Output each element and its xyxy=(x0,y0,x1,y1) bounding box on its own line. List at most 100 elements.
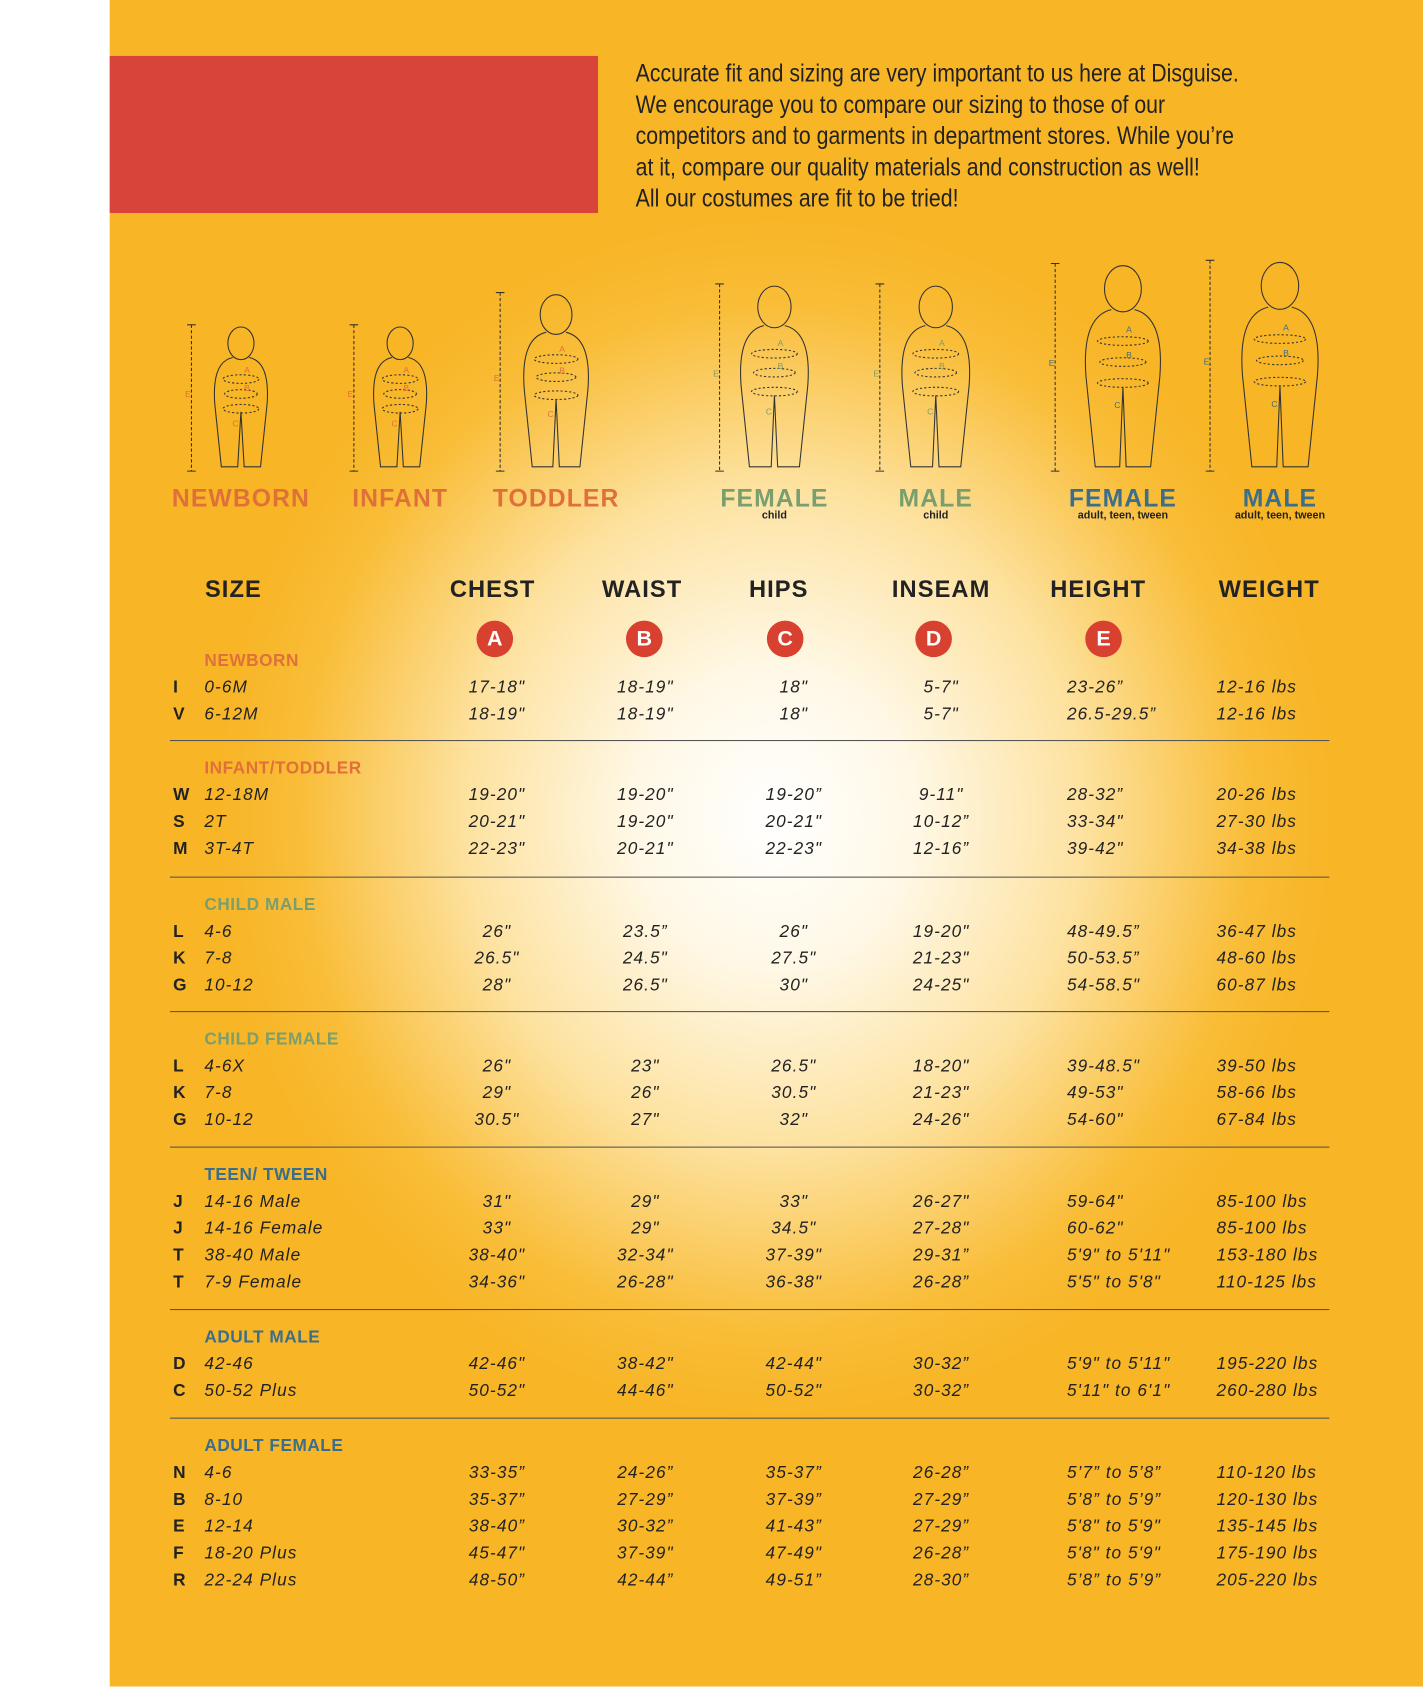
size-name: 7-8 xyxy=(204,1084,233,1103)
column-header-weight: WEIGHT xyxy=(1218,575,1320,603)
inseam-value: 5-7" xyxy=(923,678,959,697)
size-code: G xyxy=(173,976,188,995)
body-outline-icon: E A B C xyxy=(347,324,428,472)
inseam-value: 21-23" xyxy=(912,949,970,969)
height-value: 5'11" to 6'1" xyxy=(1066,1382,1171,1401)
hips-value: 50-52" xyxy=(765,1382,823,1401)
size-name: 4-6 xyxy=(204,1463,233,1483)
svg-text:A: A xyxy=(244,365,250,375)
hips-value: 41-43” xyxy=(765,1517,822,1536)
section-title: ADULT MALE xyxy=(204,1328,321,1347)
waist-value: 26-28" xyxy=(617,1273,674,1292)
weight-value: 48-60 lbs xyxy=(1216,949,1297,969)
inseam-value: 12-16” xyxy=(913,840,970,859)
section-divider xyxy=(169,1417,1330,1419)
size-name: 14-16 Female xyxy=(204,1219,324,1239)
svg-text:C: C xyxy=(392,419,398,429)
waist-value: 23" xyxy=(631,1057,660,1076)
waist-value: 18-19" xyxy=(617,678,674,697)
hips-value: 47-49" xyxy=(765,1544,823,1563)
weight-value: 85-100 lbs xyxy=(1216,1219,1308,1239)
height-value: 5'8" to 5'9" xyxy=(1066,1517,1161,1536)
weight-value: 36-47 lbs xyxy=(1216,922,1297,942)
chest-value: 19-20" xyxy=(468,786,526,805)
size-code: G xyxy=(173,1111,188,1130)
svg-text:B: B xyxy=(778,361,784,371)
column-header-inseam: INSEAM xyxy=(891,575,991,603)
inseam-value: 10-12” xyxy=(913,813,970,832)
hips-value: 32" xyxy=(779,1111,809,1130)
figure-label-text: FEMALE xyxy=(1068,484,1177,512)
size-name: 12-14 xyxy=(204,1517,254,1536)
section-title: ADULT FEMALE xyxy=(204,1436,344,1456)
figure-male-adult: E A B C xyxy=(1204,258,1345,481)
height-value: 5'9" to 5'11" xyxy=(1066,1355,1171,1374)
section-title: CHILD FEMALE xyxy=(204,1030,339,1049)
inseam-value: 24-26" xyxy=(912,1111,970,1130)
figure-label: MALE adult, teen, tween xyxy=(1194,484,1366,522)
column-header-waist: WAIST xyxy=(601,575,683,603)
chest-value: 22-23" xyxy=(468,840,526,859)
size-code: K xyxy=(173,949,187,969)
waist-value: 24.5" xyxy=(622,949,668,969)
waist-value: 26.5" xyxy=(622,976,668,995)
hips-value: 26.5" xyxy=(771,1057,817,1076)
figure-label-text: MALE xyxy=(1242,484,1318,512)
chest-value: 28" xyxy=(482,976,512,995)
waist-value: 18-19" xyxy=(617,705,674,724)
size-name: 3T-4T xyxy=(204,840,255,859)
measure-marker-c: C xyxy=(766,620,804,658)
waist-value: 27" xyxy=(631,1111,660,1130)
size-name: 8-10 xyxy=(204,1490,244,1510)
size-name: 22-24 Plus xyxy=(204,1571,298,1590)
weight-value: 58-66 lbs xyxy=(1216,1084,1297,1103)
size-name: 38-40 Male xyxy=(204,1246,302,1265)
measure-marker-b: B xyxy=(625,620,663,658)
table-row: K 7-8 29" 26" 30.5" 21-23" 49-53" 58-66 lbs xyxy=(0,1084,1423,1108)
hips-value: 20-21" xyxy=(765,813,823,832)
figure-female-adult: E A B C xyxy=(1049,261,1188,480)
size-code: W xyxy=(173,786,191,805)
height-value: 5'5" to 5'8" xyxy=(1066,1273,1161,1292)
weight-value: 195-220 lbs xyxy=(1216,1355,1319,1374)
svg-text:B: B xyxy=(559,366,565,376)
figure-label-text: NEWBORN xyxy=(171,484,310,512)
size-code: J xyxy=(173,1192,184,1212)
figure-sublabel: child xyxy=(923,509,949,522)
table-row: J 14-16 Male 31" 29" 33" 26-27" 59-64" 85-100 l… xyxy=(0,1193,1423,1217)
svg-text:E: E xyxy=(347,389,353,399)
chest-value: 34-36" xyxy=(468,1273,526,1292)
waist-value: 42-44” xyxy=(617,1571,674,1590)
svg-text:C: C xyxy=(547,409,553,419)
hips-value: 37-39” xyxy=(765,1490,822,1510)
measure-marker-d: D xyxy=(915,620,952,658)
figure-toddler: E A B C xyxy=(494,290,621,480)
chest-value: 33-35” xyxy=(468,1463,526,1483)
size-name: 0-6M xyxy=(204,678,248,697)
table-row: N 4-6 33-35” 24-26” 35-37” 26-28” 5’7” to 5’8”… xyxy=(0,1464,1423,1488)
hips-value: 27.5" xyxy=(771,949,817,969)
table-row: G 10-12 30.5" 27" 32" 24-26" 54-60" 67-84 lbs xyxy=(0,1111,1423,1135)
hips-value: 42-44" xyxy=(765,1355,823,1374)
height-value: 48-49.5” xyxy=(1066,922,1140,942)
waist-value: 20-21" xyxy=(617,840,674,859)
inseam-value: 19-20" xyxy=(912,922,970,942)
body-outline-icon: E A B C xyxy=(873,283,971,472)
table-row: K 7-8 26.5" 24.5" 27.5" 21-23" 50-53.5” 48-60 l… xyxy=(0,950,1423,974)
size-code: R xyxy=(173,1571,187,1590)
size-code: L xyxy=(173,1057,185,1076)
table-row: W 12-18M 19-20" 19-20" 19-20” 9-11" 28-32” 20-2… xyxy=(0,786,1423,810)
inseam-value: 30-32” xyxy=(913,1355,970,1374)
svg-text:A: A xyxy=(778,338,784,348)
section-title: NEWBORN xyxy=(204,651,299,671)
weight-value: 20-26 lbs xyxy=(1216,786,1297,805)
height-value: 5'8" to 5'9" xyxy=(1066,1544,1161,1563)
waist-value: 44-46" xyxy=(617,1382,674,1401)
hips-value: 34.5" xyxy=(771,1219,817,1239)
weight-value: 260-280 lbs xyxy=(1216,1382,1319,1401)
svg-text:B: B xyxy=(939,361,945,371)
svg-text:B: B xyxy=(403,383,409,393)
inseam-value: 30-32” xyxy=(913,1382,970,1401)
height-value: 28-32” xyxy=(1066,786,1124,805)
